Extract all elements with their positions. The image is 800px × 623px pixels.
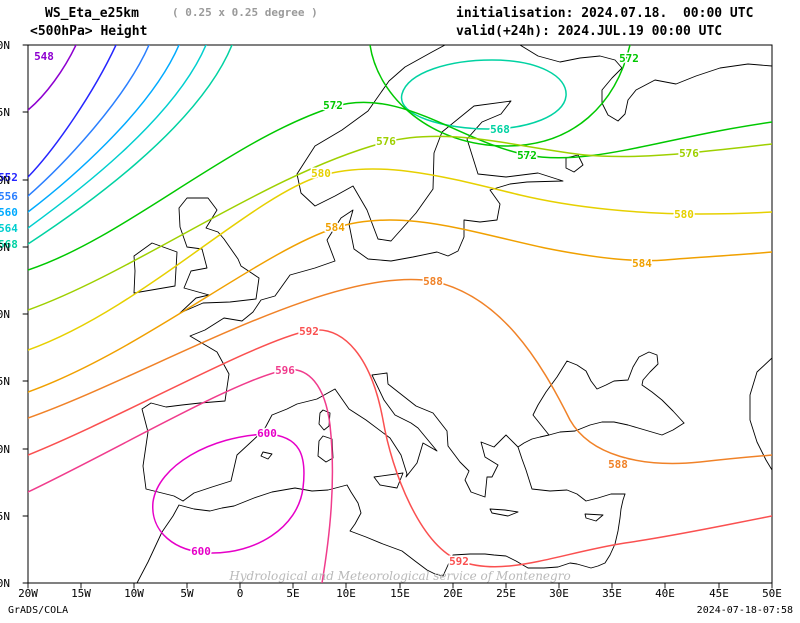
contour-592 xyxy=(28,329,772,568)
page-title: WS_Eta_e25km xyxy=(45,6,139,21)
contour-label: 584 xyxy=(632,257,652,270)
contour-label: 576 xyxy=(679,147,699,160)
resolution-note: ( 0.25 x 0.25 degree ) xyxy=(172,6,318,19)
contour-580 xyxy=(28,168,772,351)
coastline-ireland xyxy=(133,242,178,294)
coastline-crete xyxy=(489,508,519,517)
contour-596 xyxy=(28,368,334,583)
y-tick-label: 50N xyxy=(0,308,10,321)
x-tick-label: 35E xyxy=(602,587,622,600)
contour-label: 572 xyxy=(323,99,343,112)
lake-ladoga xyxy=(565,154,584,173)
contour-label: 592 xyxy=(299,325,319,338)
contour-label: 580 xyxy=(311,167,331,180)
x-tick-label: 10W xyxy=(124,587,144,600)
contour-548 xyxy=(28,45,77,111)
coastline-corsica xyxy=(318,409,331,431)
contour-label: 568 xyxy=(490,123,510,136)
contour-584 xyxy=(28,219,772,393)
contour-564 xyxy=(28,45,207,229)
coastline-black-sea xyxy=(532,351,685,436)
contour-label: 600 xyxy=(191,545,211,558)
contour-label: 588 xyxy=(608,458,628,471)
coastline-turkey xyxy=(517,421,685,502)
y-tick-label: 60N xyxy=(0,174,10,187)
coastline-sicily xyxy=(373,472,404,489)
x-tick-label: 25E xyxy=(496,587,516,600)
coastline-northern-russia xyxy=(519,45,772,122)
init-time-label: initialisation: 2024.07.18. 00:00 UTC xyxy=(456,6,753,21)
x-tick-label: 5E xyxy=(286,587,299,600)
coastline-britain xyxy=(178,197,260,314)
contour-label: 548 xyxy=(34,50,54,63)
contour-552 xyxy=(28,45,117,178)
coastline-north-africa-levant xyxy=(136,484,626,583)
x-tick-label: 30E xyxy=(549,587,569,600)
contour-label: 572 xyxy=(619,52,639,65)
contour-label: 576 xyxy=(376,135,396,148)
x-tick-label: 5W xyxy=(180,587,194,600)
coastline-atlantic-baltic-scandinavia xyxy=(141,45,564,502)
contour-576 xyxy=(28,135,772,311)
contour-568-closed-low xyxy=(400,59,567,130)
coastline-cyprus xyxy=(584,513,604,522)
y-tick-label: 55N xyxy=(0,241,10,254)
contour-label: 572 xyxy=(517,149,537,162)
watermark: Hydrological and Meteorological service … xyxy=(228,569,570,583)
coastline-mediterranean-north xyxy=(182,372,519,502)
valid-time-label: valid(+24h): 2024.JUL.19 00:00 UTC xyxy=(456,24,722,39)
contour-label: 592 xyxy=(449,555,469,568)
y-tick-label: 30N xyxy=(0,577,10,590)
y-tick-label: 65N xyxy=(0,106,10,119)
coastline-mallorca xyxy=(260,451,273,460)
contour-label: 568 xyxy=(0,238,18,251)
x-tick-label: 40E xyxy=(655,587,675,600)
x-tick-label: 50E xyxy=(762,587,782,600)
contour-label: 584 xyxy=(325,221,345,234)
x-tick-label: 15E xyxy=(390,587,410,600)
map-frame xyxy=(27,44,773,584)
y-tick-label: 45N xyxy=(0,375,10,388)
contour-560 xyxy=(28,45,180,213)
x-tick-label: 10E xyxy=(336,587,356,600)
contour-556 xyxy=(28,45,150,197)
page-subtitle: <500hPa> Height xyxy=(30,24,147,39)
x-tick-label: 20E xyxy=(443,587,463,600)
contour-label: 596 xyxy=(275,364,295,377)
contour-label: 588 xyxy=(423,275,443,288)
coastline-caspian xyxy=(749,357,772,471)
contour-label: 552 xyxy=(0,171,18,184)
contour-label: 560 xyxy=(0,206,18,219)
contour-label: 564 xyxy=(0,222,18,235)
contour-572-north xyxy=(369,45,631,147)
contour-588 xyxy=(28,278,772,465)
x-tick-label: 45E xyxy=(709,587,729,600)
contour-label: 556 xyxy=(0,190,18,203)
axis-tick-marks xyxy=(22,44,773,589)
y-tick-label: 40N xyxy=(0,443,10,456)
contour-572 xyxy=(28,101,772,271)
x-tick-label: 15W xyxy=(71,587,91,600)
y-tick-label: 35N xyxy=(0,510,10,523)
contour-label: 580 xyxy=(674,208,694,221)
grads-credit: GrADS/COLA xyxy=(8,605,68,616)
creation-timestamp: 2024-07-18-07:58 xyxy=(697,605,793,616)
y-tick-label: 70N xyxy=(0,39,10,52)
contour-568 xyxy=(28,45,233,245)
x-tick-label: 0 xyxy=(237,587,244,600)
contour-label: 600 xyxy=(257,427,277,440)
x-tick-label: 20W xyxy=(18,587,38,600)
contour-600-closed-high xyxy=(152,433,305,554)
